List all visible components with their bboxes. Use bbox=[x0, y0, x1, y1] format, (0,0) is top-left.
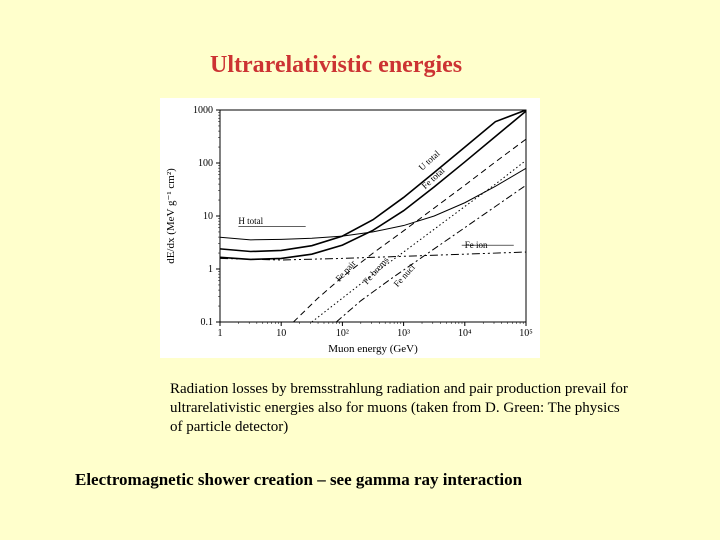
svg-text:100: 100 bbox=[198, 158, 213, 169]
footer-note: Electromagnetic shower creation – see ga… bbox=[75, 470, 522, 490]
svg-text:10³: 10³ bbox=[397, 328, 410, 339]
svg-text:0.1: 0.1 bbox=[201, 317, 214, 328]
svg-text:1000: 1000 bbox=[193, 105, 213, 116]
page-title: Ultrarelativistic energies bbox=[210, 52, 462, 79]
svg-text:10⁴: 10⁴ bbox=[458, 328, 472, 339]
svg-text:10⁵: 10⁵ bbox=[519, 328, 533, 339]
svg-text:Fe pair: Fe pair bbox=[333, 258, 357, 283]
svg-text:dE/dx (MeV g⁻¹ cm²): dE/dx (MeV g⁻¹ cm²) bbox=[165, 168, 177, 264]
figure-caption: Radiation losses by bremsstrahlung radia… bbox=[170, 380, 630, 436]
svg-text:10: 10 bbox=[203, 211, 213, 222]
svg-text:1: 1 bbox=[218, 328, 223, 339]
chart-svg: 1 10 10² 10³ 10⁴ 10⁵ 0.1 1 10 100 1000 Muon energy … bbox=[160, 98, 540, 358]
svg-text:Fe ion: Fe ion bbox=[465, 240, 488, 250]
svg-text:10²: 10² bbox=[336, 328, 349, 339]
svg-text:H total: H total bbox=[238, 216, 263, 226]
svg-text:1: 1 bbox=[208, 264, 213, 275]
energy-loss-chart: 1 10 10² 10³ 10⁴ 10⁵ 0.1 1 10 100 1000 Muon energy … bbox=[160, 98, 540, 358]
svg-text:10: 10 bbox=[276, 328, 286, 339]
svg-text:Muon energy (GeV): Muon energy (GeV) bbox=[328, 343, 418, 355]
